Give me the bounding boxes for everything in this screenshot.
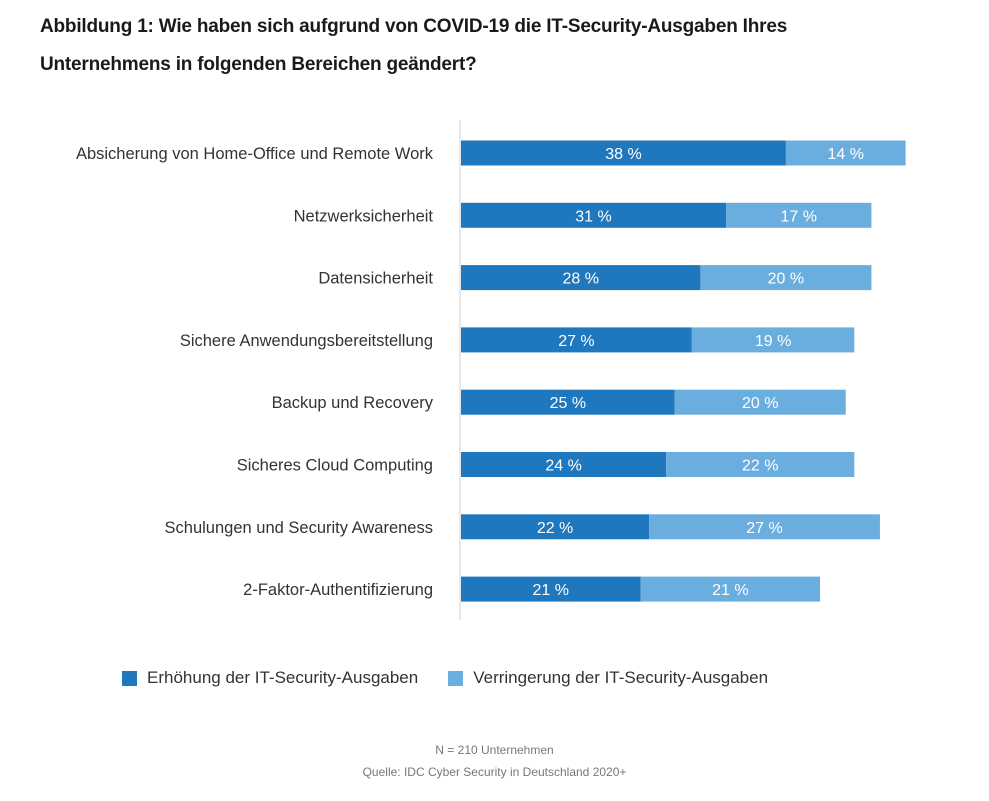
legend-item-decrease: Verringerung der IT-Security-Ausgaben [448, 668, 768, 688]
legend-item-increase: Erhöhung der IT-Security-Ausgaben [122, 668, 418, 688]
sample-size-note: N = 210 Unternehmen [435, 743, 554, 757]
category-label: Sichere Anwendungsbereitstellung [180, 332, 433, 350]
legend-swatch-decrease [448, 670, 464, 686]
legend-label-increase: Erhöhung der IT-Security-Ausgaben [147, 668, 419, 687]
bar-increase [461, 327, 692, 353]
data-label: 19 % [755, 333, 791, 350]
data-label: 21 % [712, 582, 748, 599]
chart-title-line-1: Abbildung 1: Wie haben sich aufgrund von… [40, 16, 788, 37]
bar-increase [461, 576, 641, 602]
category-label: Sicheres Cloud Computing [237, 457, 433, 475]
bar-increase [461, 202, 727, 228]
bar-decrease [649, 514, 880, 540]
data-label: 24 % [545, 458, 581, 475]
data-label: 21 % [533, 582, 569, 599]
legend: Erhöhung der IT-Security-Ausgaben Verrin… [122, 668, 798, 688]
chart-title-line-2: Unternehmens in folgenden Bereichen geän… [40, 54, 477, 75]
data-label: 17 % [780, 208, 816, 225]
data-label: 27 % [746, 520, 782, 537]
bar-decrease [674, 389, 846, 415]
source-note: Quelle: IDC Cyber Security in Deutschlan… [362, 765, 627, 779]
data-label: 38 % [605, 146, 641, 163]
bar-increase [461, 389, 675, 415]
data-label: 22 % [537, 520, 573, 537]
bar-decrease [700, 265, 872, 291]
legend-label-decrease: Verringerung der IT-Security-Ausgaben [473, 668, 769, 687]
bar-increase [461, 140, 786, 166]
bar-decrease [691, 327, 855, 353]
data-label: 22 % [742, 458, 778, 475]
category-label: Schulungen und Security Awareness [165, 519, 433, 537]
bar-increase [461, 452, 667, 477]
data-label: 14 % [828, 146, 864, 163]
legend-swatch-increase [122, 670, 137, 686]
bar-increase [461, 265, 701, 291]
data-label: 27 % [558, 333, 594, 350]
stacked-bar-chart: Absicherung von Home-Office und Remote W… [76, 120, 906, 620]
bar-decrease [666, 452, 855, 477]
data-label: 31 % [575, 208, 611, 225]
data-label: 20 % [742, 395, 778, 412]
category-label: Absicherung von Home-Office und Remote W… [76, 145, 434, 163]
data-label: 25 % [550, 395, 586, 412]
bar-decrease [640, 576, 821, 602]
category-label: Datensicherheit [318, 270, 433, 288]
category-label: Netzwerksicherheit [294, 207, 434, 225]
data-label: 28 % [562, 271, 598, 288]
bar-decrease [726, 202, 872, 228]
bar-increase [461, 514, 650, 540]
category-label: Backup und Recovery [272, 394, 434, 412]
data-label: 20 % [768, 271, 804, 288]
chart-title: Abbildung 1: Wie haben sich aufgrund von… [40, 8, 940, 84]
category-label: 2-Faktor-Authentifizierung [243, 581, 433, 599]
bar-decrease [785, 140, 906, 166]
